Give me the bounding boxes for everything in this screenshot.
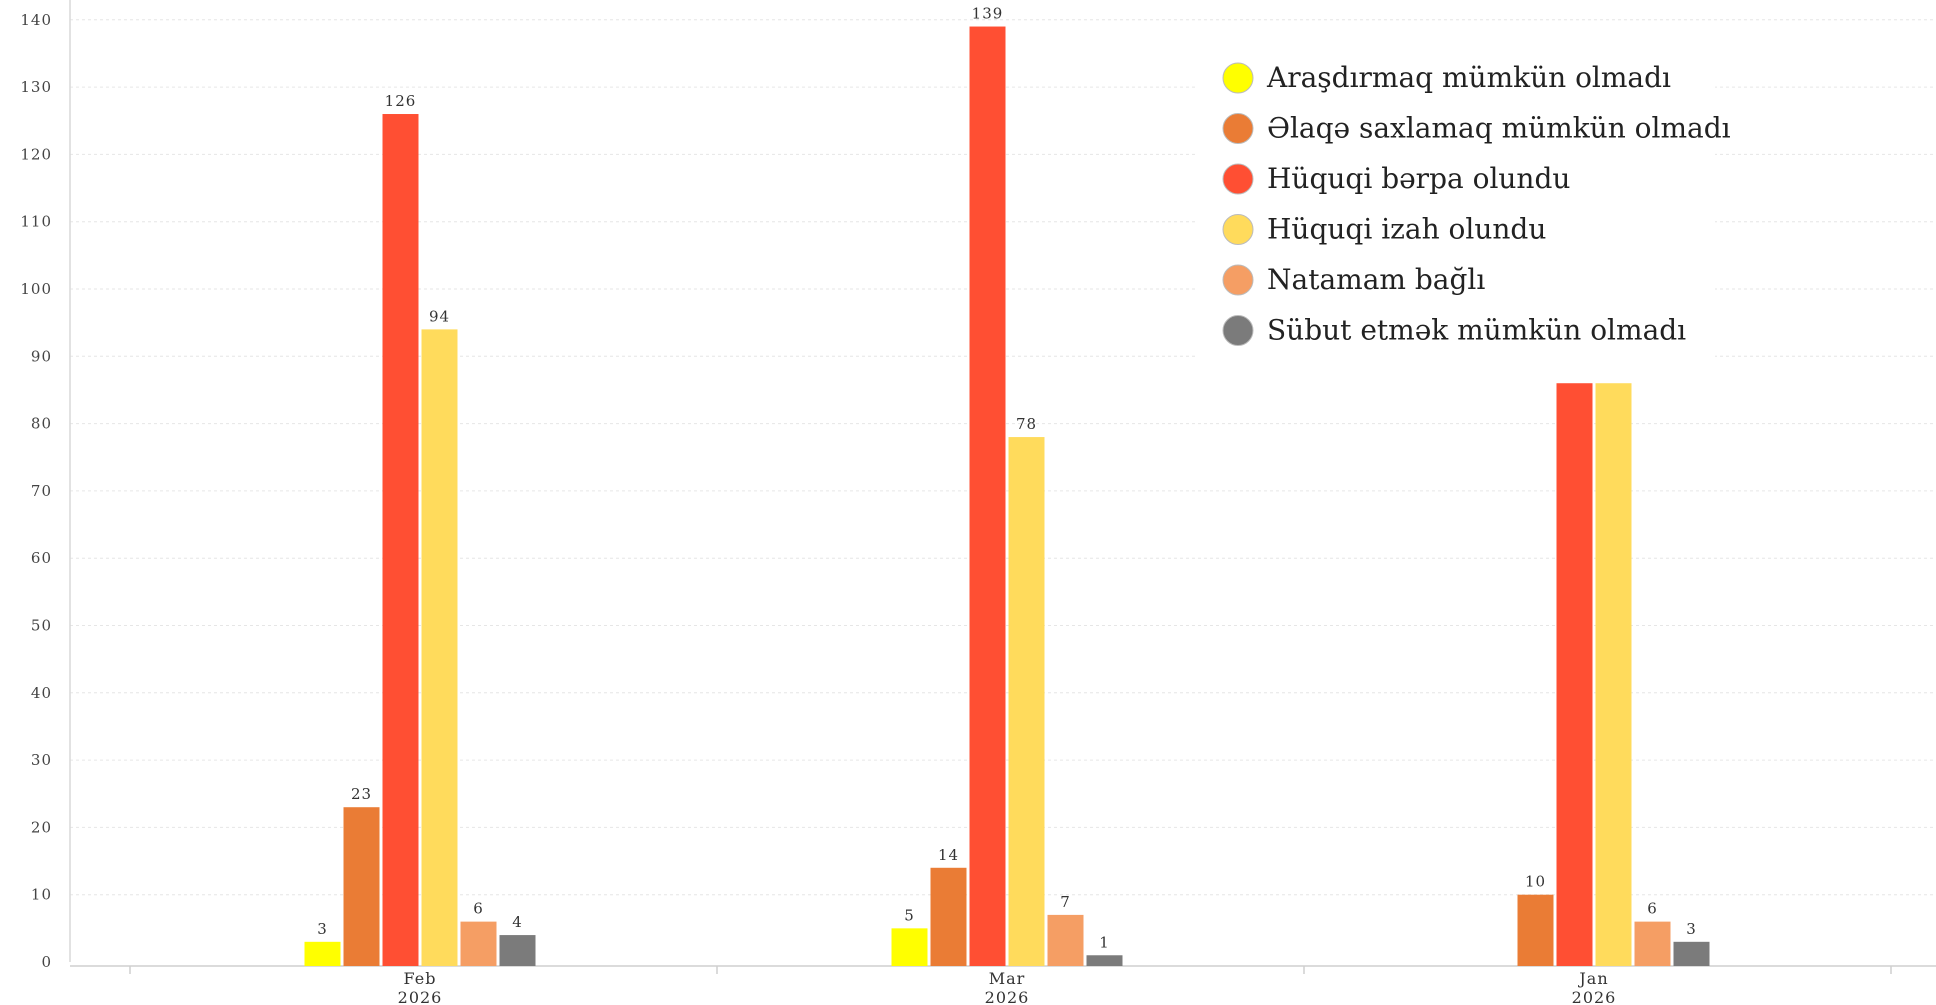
bar xyxy=(1086,955,1123,966)
data-labels: 3 5 23 14 10 126 139 94 78 6 7 6 4 1 3 xyxy=(317,5,1697,952)
y-tick-label: 20 xyxy=(31,818,52,836)
legend-swatch xyxy=(1222,163,1254,195)
y-axis: 0 10 20 30 40 50 60 70 80 90 100 110 120 130 140 xyxy=(20,0,71,971)
legend-swatch xyxy=(1222,62,1254,94)
y-tick-label: 50 xyxy=(31,617,52,635)
bar xyxy=(1047,914,1084,966)
data-label: 5 xyxy=(904,906,915,924)
data-label: 139 xyxy=(972,5,1004,23)
bar xyxy=(343,807,380,966)
x-tick-label: Feb xyxy=(404,969,437,988)
data-label: 6 xyxy=(473,900,484,918)
bar xyxy=(930,867,967,966)
data-label: 7 xyxy=(1060,893,1071,911)
legend-swatch xyxy=(1222,315,1254,346)
bar xyxy=(1517,894,1554,966)
y-tick-label: 80 xyxy=(31,415,52,433)
bar xyxy=(1556,383,1593,967)
y-tick-label: 100 xyxy=(20,280,52,298)
x-tick-year-label: 2026 xyxy=(1572,988,1617,1005)
data-label: 94 xyxy=(429,307,450,325)
legend-label: Araşdırmaq mümkün olmadı xyxy=(1266,61,1671,94)
data-label: 10 xyxy=(1525,873,1546,891)
bars xyxy=(304,26,1710,967)
data-label: 1 xyxy=(1099,933,1110,951)
bar xyxy=(1634,921,1671,966)
bar xyxy=(382,114,419,966)
legend-background xyxy=(1195,50,1715,365)
data-label: 6 xyxy=(1647,900,1658,918)
y-tick-label: 30 xyxy=(31,751,52,769)
y-tick-label: 140 xyxy=(20,11,52,29)
bar xyxy=(969,26,1006,966)
legend-swatch xyxy=(1222,214,1254,245)
data-label: 3 xyxy=(317,920,328,938)
legend-label: Hüquqi bərpa olundu xyxy=(1267,162,1570,195)
legend-label: Sübut etmək mümkün olmadı xyxy=(1267,314,1686,347)
y-tick-label: 10 xyxy=(31,886,52,904)
data-label: 14 xyxy=(938,846,959,864)
x-tick-label: Mar xyxy=(989,969,1026,988)
y-tick-label: 120 xyxy=(20,145,52,163)
data-label: 4 xyxy=(512,913,523,931)
legend-label: Əlaqə saxlamaq mümkün olmadı xyxy=(1267,112,1731,145)
legend-label: Natamam bağlı xyxy=(1267,263,1485,296)
y-tick-label: 70 xyxy=(31,482,52,500)
y-tick-label: 0 xyxy=(41,953,52,971)
bar xyxy=(1673,941,1710,966)
y-tick-label: 130 xyxy=(20,78,52,96)
bar xyxy=(304,941,341,966)
x-tick-year-label: 2026 xyxy=(398,988,443,1005)
bar xyxy=(421,329,458,966)
bar xyxy=(1008,437,1045,966)
legend-swatch xyxy=(1222,113,1254,144)
legend: Araşdırmaq mümkün olmadı Əlaqə saxlamaq m… xyxy=(1195,50,1731,365)
bar xyxy=(499,935,536,966)
data-label: 78 xyxy=(1016,415,1037,433)
bar xyxy=(460,921,497,966)
bar xyxy=(891,928,928,966)
data-label: 3 xyxy=(1686,920,1697,938)
legend-swatch xyxy=(1222,264,1254,296)
y-tick-label: 110 xyxy=(20,213,52,231)
data-label: 23 xyxy=(351,785,372,803)
data-label: 126 xyxy=(385,92,417,110)
y-tick-label: 40 xyxy=(31,684,52,702)
x-tick-label: Jan xyxy=(1577,969,1608,988)
bar xyxy=(1595,383,1632,967)
legend-label: Hüquqi izah olundu xyxy=(1267,213,1546,246)
y-tick-label: 60 xyxy=(31,549,52,567)
y-tick-label: 90 xyxy=(31,347,52,365)
x-tick-year-label: 2026 xyxy=(985,988,1030,1005)
